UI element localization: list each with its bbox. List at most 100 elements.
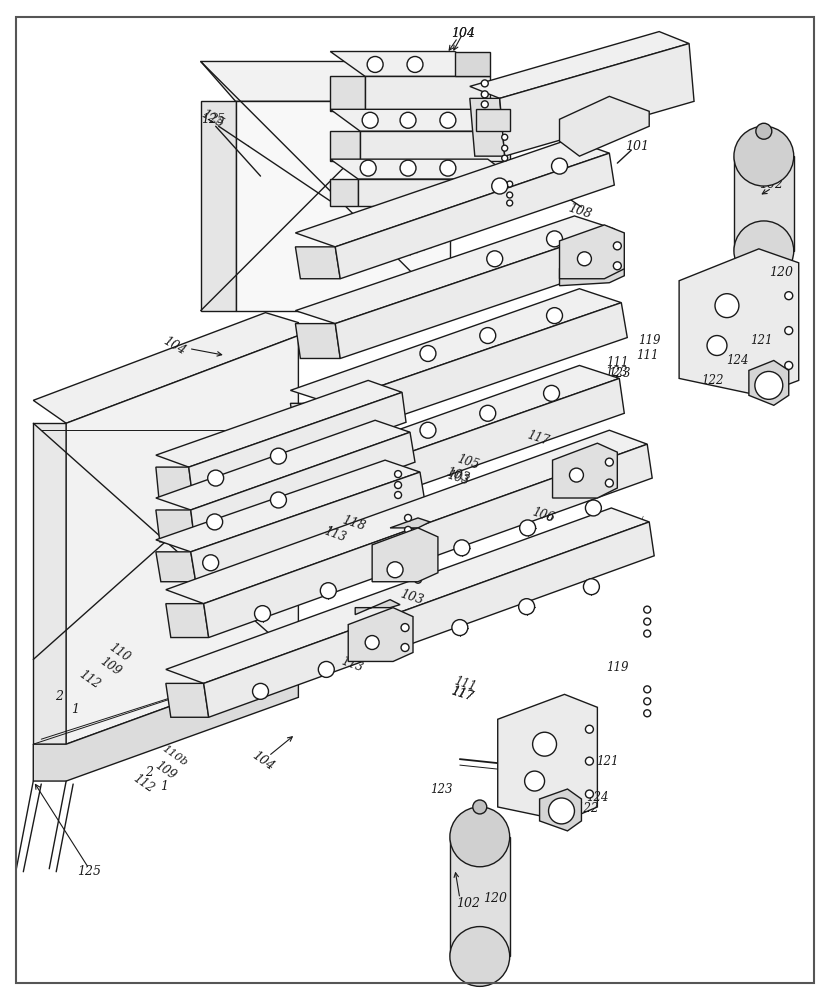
- Circle shape: [320, 583, 336, 599]
- Circle shape: [578, 252, 592, 266]
- Polygon shape: [33, 423, 66, 744]
- Circle shape: [547, 308, 563, 324]
- Circle shape: [414, 554, 422, 561]
- Text: 111: 111: [636, 349, 658, 362]
- Polygon shape: [559, 96, 649, 156]
- Text: 125: 125: [77, 865, 101, 878]
- Polygon shape: [330, 109, 510, 131]
- Polygon shape: [295, 247, 340, 279]
- Circle shape: [501, 155, 508, 161]
- Text: 110: 110: [106, 641, 132, 664]
- Text: 102: 102: [456, 897, 480, 910]
- Text: 119: 119: [638, 334, 661, 347]
- Circle shape: [400, 112, 416, 128]
- Polygon shape: [156, 510, 195, 542]
- Circle shape: [394, 492, 402, 499]
- Text: 110b: 110b: [160, 744, 189, 768]
- Circle shape: [255, 606, 271, 622]
- Polygon shape: [188, 392, 406, 498]
- Circle shape: [450, 927, 510, 986]
- Text: 112: 112: [130, 772, 156, 796]
- Circle shape: [203, 555, 218, 571]
- Circle shape: [252, 683, 268, 699]
- Polygon shape: [156, 420, 410, 510]
- Circle shape: [784, 361, 793, 369]
- Text: 117: 117: [525, 429, 550, 448]
- Circle shape: [715, 294, 739, 318]
- Polygon shape: [335, 229, 619, 358]
- Text: 112: 112: [220, 590, 246, 610]
- Polygon shape: [191, 472, 425, 582]
- Circle shape: [481, 91, 488, 98]
- Text: 105: 105: [455, 452, 481, 472]
- Polygon shape: [290, 403, 335, 438]
- Circle shape: [519, 599, 535, 615]
- Circle shape: [501, 145, 508, 151]
- Circle shape: [501, 134, 508, 140]
- Circle shape: [734, 221, 793, 281]
- Circle shape: [208, 470, 223, 486]
- Polygon shape: [295, 324, 340, 358]
- Polygon shape: [330, 159, 515, 179]
- Text: 105: 105: [454, 452, 481, 472]
- Circle shape: [404, 526, 412, 533]
- Polygon shape: [559, 251, 624, 286]
- Text: 118: 118: [339, 513, 367, 533]
- Text: 122: 122: [701, 374, 723, 387]
- Polygon shape: [360, 131, 510, 161]
- Circle shape: [450, 807, 510, 867]
- Text: 104: 104: [451, 27, 475, 40]
- Circle shape: [583, 579, 599, 595]
- Circle shape: [784, 292, 793, 300]
- Text: 103: 103: [445, 468, 471, 488]
- Text: 123: 123: [608, 367, 631, 380]
- Circle shape: [613, 262, 622, 270]
- Text: 109: 109: [97, 655, 123, 678]
- Polygon shape: [749, 360, 788, 405]
- Polygon shape: [295, 216, 614, 324]
- Circle shape: [480, 405, 496, 421]
- Text: 124: 124: [586, 791, 608, 804]
- Text: 112: 112: [76, 668, 102, 691]
- Circle shape: [400, 160, 416, 176]
- Circle shape: [452, 620, 468, 636]
- Polygon shape: [500, 44, 694, 156]
- Text: 106: 106: [530, 505, 555, 525]
- Polygon shape: [290, 365, 619, 480]
- Polygon shape: [191, 432, 415, 542]
- Circle shape: [271, 492, 286, 508]
- Polygon shape: [156, 552, 196, 582]
- Circle shape: [454, 540, 470, 556]
- Circle shape: [401, 624, 409, 632]
- Polygon shape: [166, 508, 649, 683]
- Text: 120: 120: [769, 266, 793, 279]
- Text: 123: 123: [431, 783, 453, 796]
- Circle shape: [414, 566, 422, 573]
- Polygon shape: [330, 303, 627, 438]
- Circle shape: [644, 686, 651, 693]
- Text: 125: 125: [199, 108, 227, 131]
- Polygon shape: [290, 289, 622, 403]
- Text: 121: 121: [750, 334, 773, 347]
- Circle shape: [544, 385, 559, 401]
- Text: 103: 103: [398, 588, 426, 608]
- Circle shape: [440, 160, 456, 176]
- Text: 106: 106: [530, 505, 556, 525]
- Polygon shape: [33, 659, 299, 781]
- Text: 104: 104: [249, 749, 276, 773]
- Polygon shape: [498, 694, 598, 821]
- Circle shape: [365, 636, 379, 649]
- Polygon shape: [166, 430, 647, 604]
- Polygon shape: [450, 837, 510, 956]
- Circle shape: [491, 178, 508, 194]
- Polygon shape: [476, 109, 510, 131]
- Polygon shape: [33, 313, 299, 423]
- Circle shape: [547, 231, 563, 247]
- Circle shape: [394, 471, 402, 478]
- Text: 125: 125: [201, 113, 225, 126]
- Text: 104: 104: [535, 153, 561, 173]
- Text: 118: 118: [374, 288, 402, 308]
- Polygon shape: [66, 336, 299, 744]
- Text: 117: 117: [449, 685, 475, 704]
- Text: 117: 117: [525, 428, 551, 448]
